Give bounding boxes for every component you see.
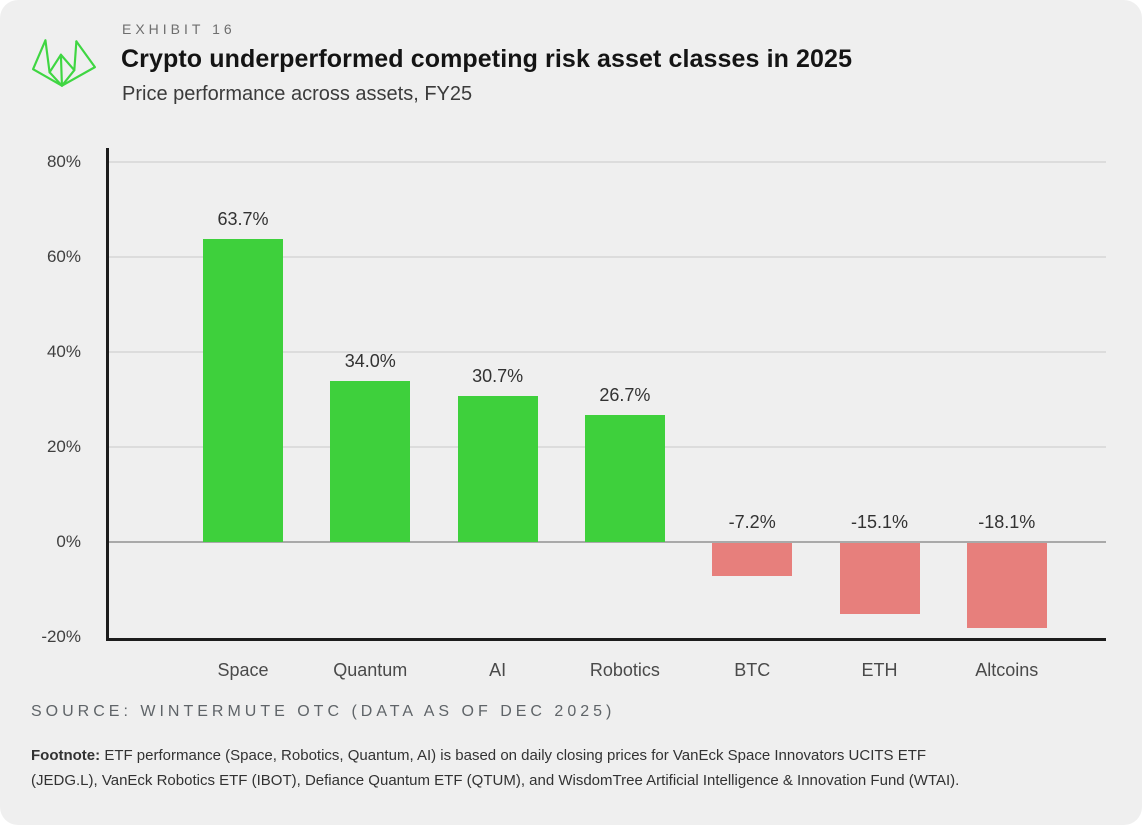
- footnote-line-2: (JEDG.L), VanEck Robotics ETF (IBOT), De…: [31, 768, 1109, 793]
- footnote: Footnote: ETF performance (Space, Roboti…: [31, 743, 1109, 793]
- bar-eth: [839, 543, 920, 614]
- x-category-label-ai: AI: [489, 660, 507, 680]
- x-category-label-space: Space: [217, 660, 269, 680]
- wintermute-logo-icon: [31, 39, 97, 87]
- zero-gridline: [109, 541, 1106, 543]
- value-label-altcoins: -18.1%: [978, 512, 1036, 532]
- value-label-eth: -15.1%: [850, 512, 909, 532]
- bar-chart-plot: 80% 60% 40% 20% 0% -20% 63.7% Space 34.0% Quantum…: [41, 148, 1106, 680]
- y-tick-label: 20%: [46, 437, 81, 456]
- x-category-label-btc: BTC: [734, 660, 771, 680]
- y-axis-line: [106, 148, 109, 641]
- bar-robotics: [584, 415, 665, 542]
- x-axis-line: [106, 638, 1106, 641]
- chart-subtitle: Price performance across assets, FY25: [122, 83, 473, 105]
- bar-quantum: [330, 380, 411, 542]
- y-tick-label: -20%: [41, 627, 81, 646]
- gridline-80: [109, 161, 1106, 163]
- y-tick-label: 40%: [46, 342, 81, 361]
- bar-btc: [712, 543, 793, 577]
- gridline-40: [109, 351, 1106, 353]
- gridline-60: [109, 256, 1106, 258]
- chart-title: Crypto underperformed competing risk ass…: [121, 45, 853, 73]
- value-label-quantum: 34.0%: [344, 350, 396, 371]
- x-category-label-eth: ETH: [861, 660, 898, 680]
- exhibit-label: EXHIBIT 16: [122, 21, 236, 37]
- value-label-btc: -7.2%: [728, 512, 776, 532]
- y-tick-label: 0%: [56, 532, 81, 551]
- bar-ai: [457, 396, 538, 542]
- footnote-text-1: ETF performance (Space, Robotics, Quantu…: [104, 747, 927, 764]
- y-tick-label: 80%: [46, 152, 81, 171]
- x-category-label-quantum: Quantum: [333, 660, 408, 680]
- y-tick-label: 60%: [46, 247, 81, 266]
- footnote-text-2: (JEDG.L), VanEck Robotics ETF (IBOT), De…: [31, 772, 960, 790]
- footnote-label: Footnote:: [31, 747, 101, 764]
- x-category-label-altcoins: Altcoins: [975, 660, 1039, 680]
- x-category-label-robotics: Robotics: [589, 660, 660, 680]
- bar-altcoins: [966, 543, 1047, 628]
- footnote-line-1: Footnote: ETF performance (Space, Roboti…: [31, 743, 1109, 768]
- value-label-space: 63.7%: [217, 209, 269, 230]
- bar-space: [203, 239, 283, 542]
- source-line: SOURCE: WINTERMUTE OTC (DATA AS OF DEC 2…: [31, 703, 616, 720]
- value-label-ai: 30.7%: [472, 366, 524, 387]
- value-label-robotics: 26.7%: [599, 385, 651, 406]
